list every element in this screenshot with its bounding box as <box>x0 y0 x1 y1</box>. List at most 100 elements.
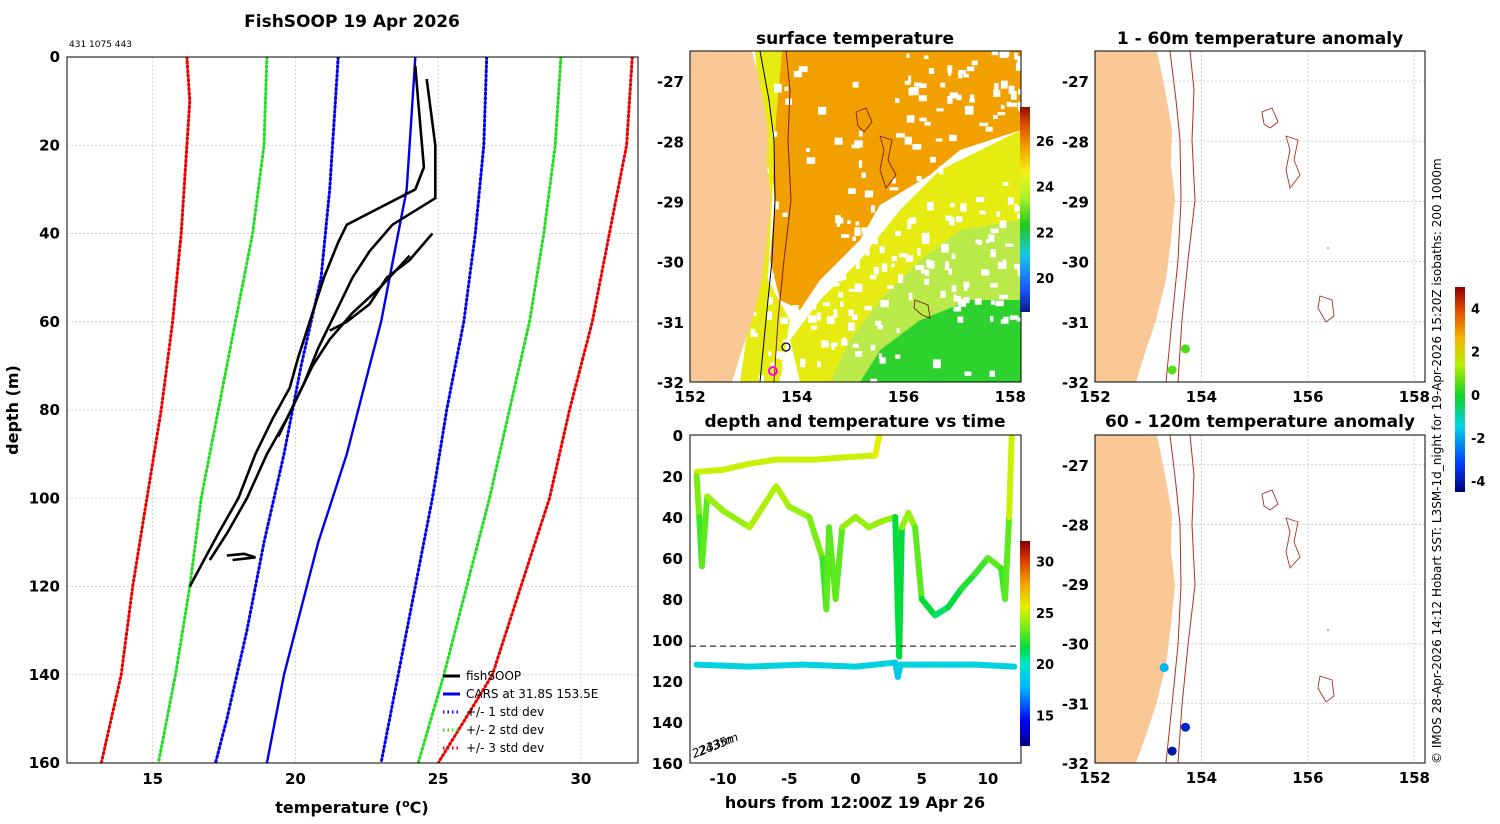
anom-deep-point <box>1167 746 1177 756</box>
anom-deep-map <box>1095 435 1335 763</box>
sst-cloud-pixel <box>852 343 859 348</box>
colorbar-tick: -2 <box>1471 432 1485 447</box>
sst-cloud-pixel <box>929 260 935 269</box>
sst-cloud-pixel <box>916 175 922 181</box>
time-track-segment <box>693 661 753 670</box>
time-track-segment <box>799 661 859 670</box>
time-y-tick: 60 <box>662 550 683 568</box>
map-x-tick: 152 <box>1079 388 1110 406</box>
sst-cloud-pixel <box>906 115 915 123</box>
profile-series-line <box>265 57 417 763</box>
sst-cloud-pixel <box>780 351 785 361</box>
sst-cloud-pixel <box>875 320 882 326</box>
anom-deep-seamount-1 <box>1261 489 1279 511</box>
time-track-segment <box>693 473 703 520</box>
time-track-segment <box>945 585 965 611</box>
colorbar-tick: 22 <box>1036 226 1054 241</box>
legend-label: +/- 1 std dev <box>466 705 544 719</box>
sst-cloud-pixel <box>990 249 996 258</box>
anomaly-colorbar <box>1455 287 1465 492</box>
profile-x-tick: 25 <box>428 770 449 788</box>
sst-cloud-pixel <box>907 222 912 230</box>
sst-cloud-pixel <box>979 122 989 127</box>
sst-cloud-pixel <box>969 99 976 103</box>
sst-cloud-pixel <box>899 253 908 258</box>
map-x-tick: 152 <box>674 388 705 406</box>
sst-cloud-pixel <box>966 66 975 72</box>
time-annotation-2: 2435m <box>696 730 740 759</box>
sst-cloud-pixel <box>924 278 930 285</box>
profile-y-tick: 160 <box>29 754 60 772</box>
sst-cloud-pixel <box>818 106 827 115</box>
map-y-tick: -29 <box>657 193 684 211</box>
sst-colorbar <box>1020 107 1030 312</box>
sst-cloud-pixel <box>940 82 946 88</box>
sst-cloud-pixel <box>940 290 946 298</box>
sst-cloud-pixel <box>848 288 857 292</box>
sst-cloud-pixel <box>908 75 912 83</box>
sst-cloud-pixel <box>915 265 925 271</box>
anom-deep-axes-box <box>1094 434 1426 764</box>
sst-cloud-pixel <box>904 136 912 145</box>
time-track-segment <box>773 483 793 510</box>
profile-x-tick: 30 <box>570 770 591 788</box>
sst-cloud-pixel <box>808 315 817 323</box>
map-y-tick: -32 <box>657 374 684 392</box>
profile-series-line <box>156 57 269 763</box>
sst-cloud-pixel <box>977 240 983 245</box>
sst-cloud-pixel <box>865 249 870 256</box>
sst-tick-labels: 152 154 156 158 -27 -28 -29 -30 -31 -32 <box>657 73 1026 406</box>
sst-cloud-pixel <box>861 227 869 235</box>
profile-y-tick: 80 <box>39 401 60 419</box>
profile-series-line <box>208 78 437 561</box>
sst-cloud-pixel <box>938 166 944 175</box>
profile-series-line <box>436 57 634 763</box>
map-x-tick: 156 <box>888 388 919 406</box>
sst-cloud-pixel <box>779 376 784 382</box>
map-y-tick: -27 <box>1062 457 1089 475</box>
map-x-tick: 158 <box>995 388 1026 406</box>
profile-y-axis-label: depth (m) <box>3 365 22 455</box>
sst-cloud-pixel <box>936 108 944 112</box>
map-x-tick: 156 <box>1292 769 1323 787</box>
time-track-segment <box>958 571 978 592</box>
sst-cloud-pixel <box>874 238 878 245</box>
sst-cloud-pixel <box>854 227 861 236</box>
sst-cloud-pixel <box>1006 101 1012 107</box>
sst-cloud-pixel <box>887 285 894 289</box>
time-track-segment <box>918 596 938 619</box>
time-colorbar <box>1020 541 1030 746</box>
sst-cloud-pixel <box>808 303 817 310</box>
sst-cloud-pixel <box>877 324 884 330</box>
time-track-segment <box>896 524 905 660</box>
time-track-segment <box>812 454 846 463</box>
sst-cloud-pixel <box>994 83 999 91</box>
time-track-segment <box>720 460 753 473</box>
sst-cloud-pixel <box>858 130 863 137</box>
profile-y-tick: 120 <box>29 578 60 596</box>
sst-cloud-pixel <box>990 300 995 305</box>
sst-cloud-pixel <box>891 263 895 268</box>
time-track-segment <box>839 452 879 461</box>
sst-cloud-pixel <box>990 283 998 288</box>
time-axes-box <box>689 434 1022 764</box>
sst-cloud-pixel <box>988 234 995 242</box>
sst-cloud-pixel <box>1016 317 1021 322</box>
sst-cloud-pixel <box>854 140 863 148</box>
map-y-tick: -31 <box>1062 695 1089 713</box>
map-x-tick: 156 <box>1292 388 1323 406</box>
sst-cloud-pixel <box>870 205 875 213</box>
sst-cloud-pixel <box>924 271 930 276</box>
sst-cloud-pixel <box>993 115 998 120</box>
sst-cloud-pixel <box>863 243 867 249</box>
sst-cloud-pixel <box>914 82 922 87</box>
legend-label: CARS at 31.8S 153.5E <box>466 687 598 701</box>
map-y-tick: -30 <box>1062 254 1089 272</box>
sst-cloud-pixel <box>1018 103 1021 112</box>
sst-cloud-pixel <box>880 299 889 308</box>
sst-cloud-pixel <box>878 353 882 359</box>
sst-cloud-pixel <box>767 273 775 280</box>
sst-isobath-200 <box>759 51 776 382</box>
sst-cloud-pixel <box>788 312 792 317</box>
sst-cloud-pixel <box>1016 206 1021 211</box>
